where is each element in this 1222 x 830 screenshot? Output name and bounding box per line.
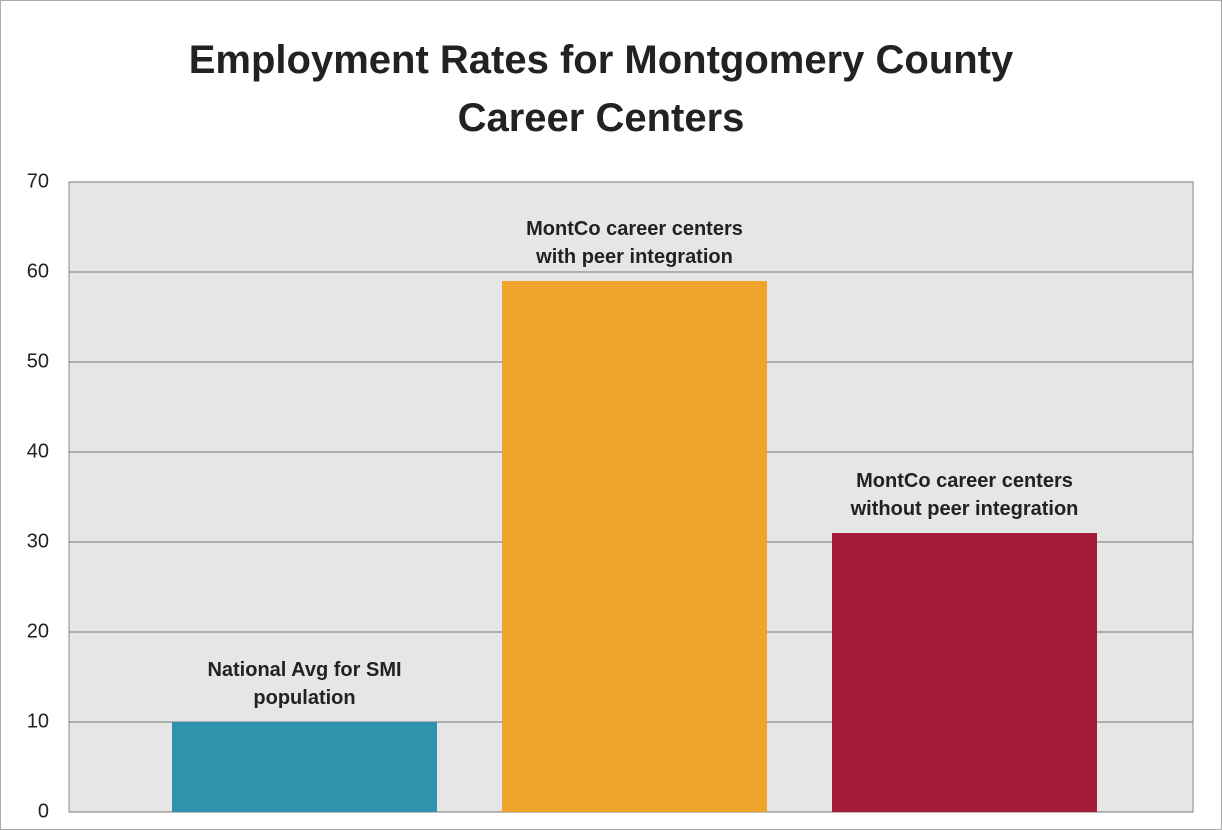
category-label: National Avg for SMI population — [207, 659, 402, 709]
bar — [502, 281, 767, 812]
y-tick-label: 0 — [38, 800, 49, 822]
y-tick-label: 70 — [27, 170, 49, 192]
y-tick-label: 40 — [27, 440, 49, 462]
bar — [172, 722, 437, 812]
y-tick-label: 10 — [27, 710, 49, 732]
y-tick-label: 60 — [27, 260, 49, 282]
category-label: MontCo career centers with peer integrat… — [526, 218, 743, 268]
y-tick-label: 50 — [27, 350, 49, 372]
chart-title: Employment Rates for Montgomery County C… — [188, 38, 1014, 140]
y-tick-label: 20 — [27, 620, 49, 642]
y-tick-label: 30 — [27, 530, 49, 552]
bar — [832, 533, 1097, 812]
category-label: MontCo career centers without peer integ… — [850, 470, 1079, 520]
